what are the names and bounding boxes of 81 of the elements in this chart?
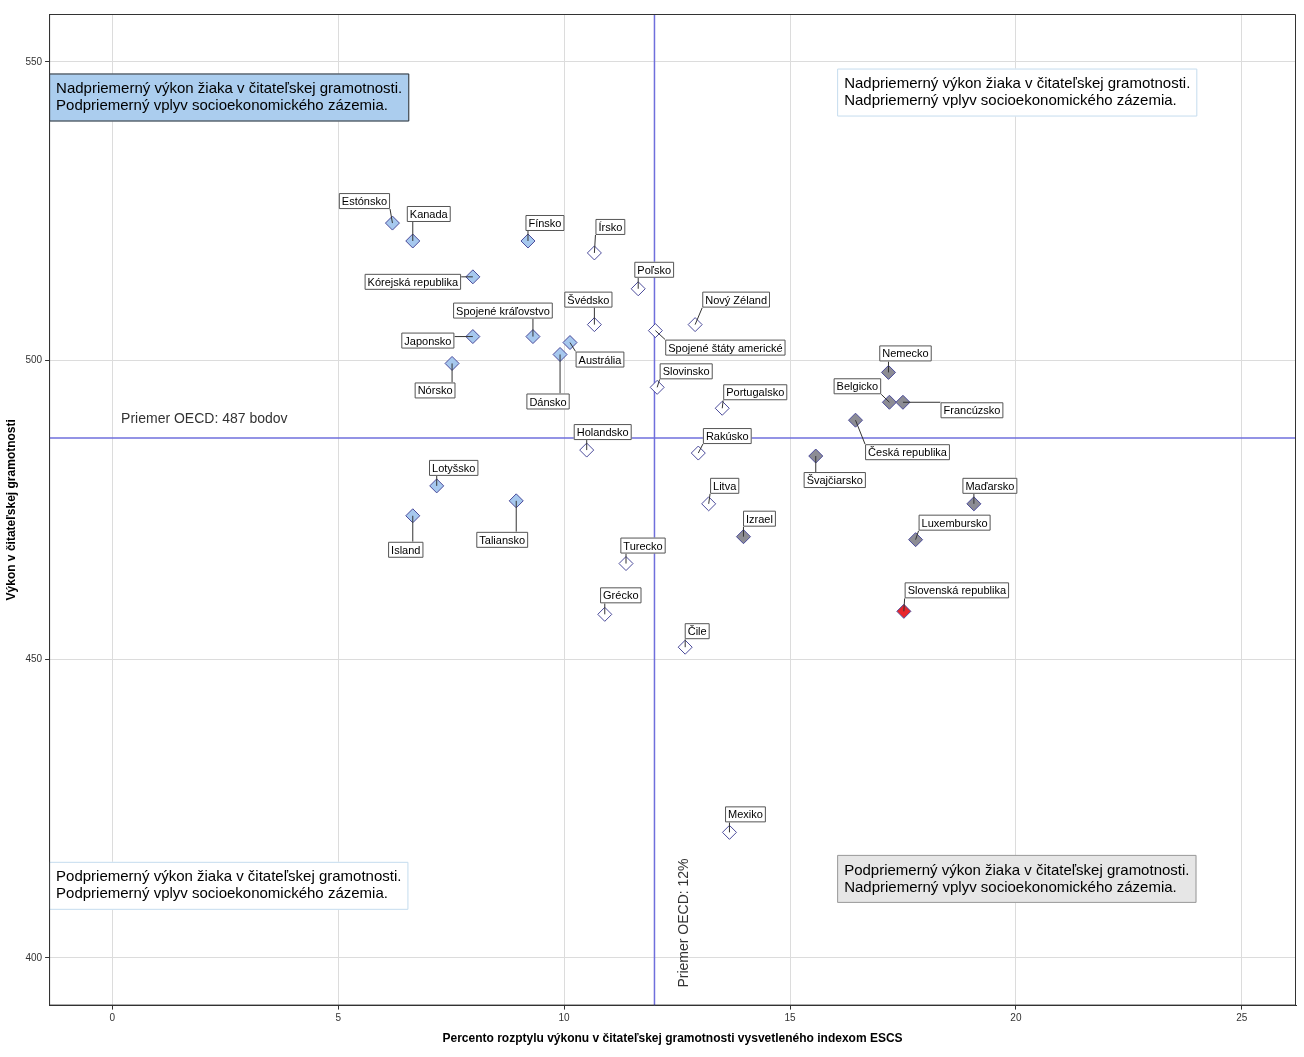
ref-line-label: Priemer OECD: 12% [675, 858, 692, 988]
annotation: Podpriemerný výkon žiaka v čitateľskej gramotnosti. Podpriemerný vplyv socioekonomického zázemia. [56, 867, 402, 902]
point [630, 281, 646, 297]
point [701, 496, 717, 512]
y-tick-label: 400 [25, 951, 43, 963]
annotation: Lotyšsko [432, 461, 476, 474]
point [908, 532, 924, 548]
point [687, 317, 703, 333]
point [721, 824, 737, 840]
annotation: Izrael [746, 512, 773, 525]
annotation: Kanada [409, 208, 449, 221]
annotation: Grécko [603, 589, 639, 602]
y-tick-label: 450 [25, 652, 43, 664]
point [579, 442, 595, 458]
annotation: Taliansko [479, 533, 526, 546]
annotation: Dánsko [529, 395, 567, 408]
point [429, 478, 445, 494]
annotation: Luxembursko [921, 516, 988, 529]
point [597, 606, 613, 622]
x-tick-label: 10 [558, 1012, 571, 1024]
x-axis-title: Percento rozptylu výkonu v čitateľskej gramotnosti vysvetleného indexom ESCS [442, 1031, 903, 1046]
x-tick-label: 20 [1010, 1012, 1022, 1024]
point [384, 215, 400, 231]
annotation: Fínsko [528, 217, 562, 230]
point [649, 379, 665, 395]
annotation: Portugalsko [726, 386, 785, 399]
point [848, 412, 864, 428]
point [735, 529, 751, 545]
y-axis-title: Výkon v čitateľskej gramotnosti [3, 419, 18, 601]
annotation: Francúzsko [943, 404, 1001, 417]
annotation: Nemecko [882, 347, 929, 360]
annotation: Mexiko [728, 808, 763, 821]
annotation: Holandsko [576, 426, 629, 439]
annotation: Čile [687, 625, 707, 638]
annotation: Írsko [598, 220, 623, 233]
ref-line-label: Priemer OECD: 487 bodov [121, 409, 288, 426]
point [465, 329, 481, 345]
annotation: Nórsko [417, 384, 453, 397]
point [465, 269, 481, 285]
annotation: Austrália [578, 353, 623, 366]
annotation: Česká republika [868, 446, 948, 459]
point [714, 400, 730, 416]
point [586, 317, 602, 333]
annotation: Turecko [623, 539, 663, 552]
point [880, 364, 896, 380]
annotation: Slovenská republika [907, 584, 1007, 597]
annotation: Švédsko [567, 293, 610, 306]
annotation: Podpriemerný výkon žiaka v čitateľskej gramotnosti. Nadpriemerný vplyv socioekonomického zázemia. [844, 860, 1190, 895]
annotation: Estónsko [341, 195, 388, 208]
point [690, 445, 706, 461]
point [647, 323, 663, 339]
annotation: Kórejská republika [367, 275, 459, 288]
point [508, 493, 524, 509]
point [677, 639, 693, 655]
annotation: Spojené kráľovstvo [456, 304, 550, 317]
y-tick-label: 500 [25, 354, 43, 366]
point [881, 394, 897, 410]
point [895, 394, 911, 410]
point [405, 508, 421, 524]
point [586, 245, 602, 261]
annotation: Nadpriemerný výkon žiaka v čitateľskej gramotnosti. Podpriemerný vplyv socioekonomického zázemia. [56, 79, 403, 114]
annotation: Belgicko [836, 380, 879, 393]
annotation: Nadpriemerný výkon žiaka v čitateľskej gramotnosti. Nadpriemerný vplyv socioekonomického zázemia. [844, 74, 1191, 109]
annotation: Rakúsko [705, 430, 749, 443]
x-tick-label: 25 [1236, 1012, 1248, 1024]
x-tick-label: 0 [109, 1012, 116, 1024]
y-tick-label: 550 [25, 55, 43, 67]
annotation: Maďarsko [965, 479, 1015, 492]
x-tick-label: 15 [784, 1012, 796, 1024]
point [562, 335, 578, 351]
annotation: Poľsko [637, 263, 672, 276]
annotation: Japonsko [404, 334, 452, 347]
point [808, 448, 824, 464]
annotation: Nový Zéland [705, 293, 768, 306]
x-tick-label: 5 [335, 1012, 342, 1024]
point [405, 233, 421, 249]
annotation: Švajčiarsko [806, 474, 863, 487]
annotation: Island [391, 543, 421, 556]
annotation: Spojené štáty americké [668, 341, 783, 354]
annotation: Litva [713, 479, 738, 492]
annotation: Slovinsko [662, 365, 710, 378]
